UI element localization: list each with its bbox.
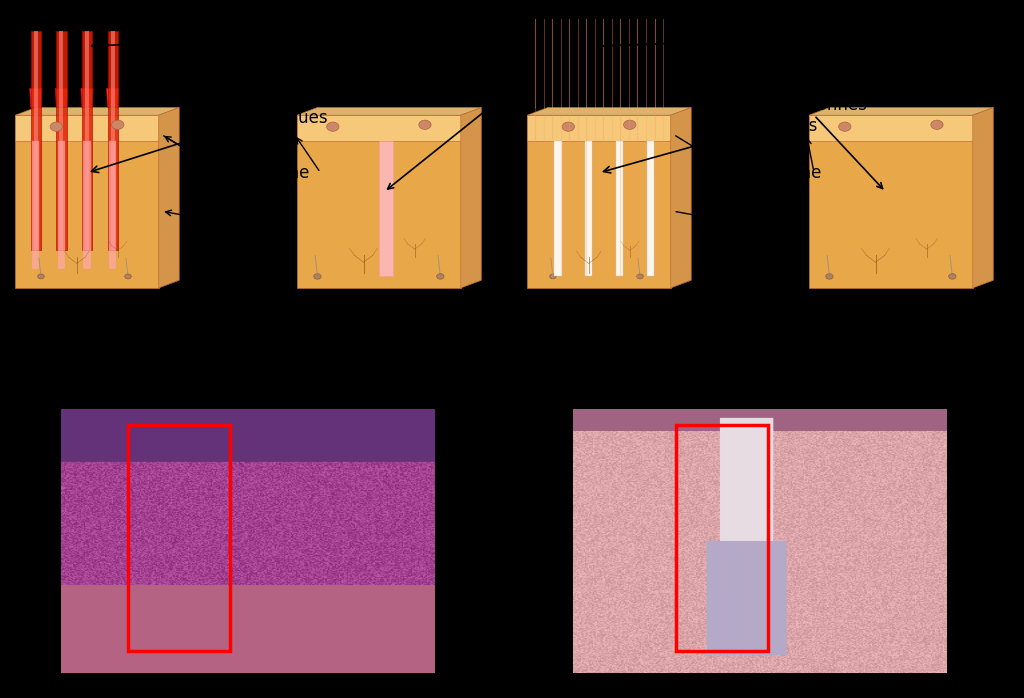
Circle shape [550,274,556,279]
FancyBboxPatch shape [85,31,89,249]
Text: Micro-colonnes
ablatives: Micro-colonnes ablatives [603,96,867,173]
Polygon shape [809,107,993,115]
FancyBboxPatch shape [32,141,39,269]
Circle shape [38,274,44,279]
Circle shape [112,120,124,129]
Circle shape [313,274,322,279]
Circle shape [125,274,131,279]
Polygon shape [527,107,691,115]
Text: Fractionnel Ablatif: Fractionnel Ablatif [681,680,855,697]
Circle shape [327,122,339,131]
Text: Epiderme: Epiderme [230,164,310,181]
FancyBboxPatch shape [34,31,38,249]
Polygon shape [159,107,179,288]
FancyBboxPatch shape [57,141,66,269]
Circle shape [50,122,62,131]
Text: Mécanisme d'action Non Ablatif: Mécanisme d'action Non Ablatif [96,318,416,335]
Text: Le tissu touché reste en place puis s’élimine en deux semaines: Le tissu touché reste en place puis s’él… [57,350,455,364]
Bar [128,424,230,651]
FancyBboxPatch shape [379,141,393,276]
Text: Derme: Derme [230,214,287,232]
Text: Fractionnel Non Ablatif: Fractionnel Non Ablatif [147,680,365,697]
Polygon shape [81,89,93,107]
Polygon shape [527,115,671,288]
Circle shape [436,274,444,279]
Text: Le tissu touché est immédiatement vaporisé: Le tissu touché est immédiatement vapori… [629,350,907,364]
FancyBboxPatch shape [109,141,117,269]
Circle shape [562,122,574,131]
FancyBboxPatch shape [616,141,623,276]
Polygon shape [671,107,691,288]
Polygon shape [15,107,179,115]
FancyBboxPatch shape [555,141,561,276]
Polygon shape [55,89,68,107]
Polygon shape [30,89,42,107]
Circle shape [948,274,956,279]
Text: Impacts laser: Impacts laser [604,29,854,49]
Polygon shape [809,115,973,141]
Circle shape [624,120,636,129]
FancyBboxPatch shape [82,31,92,249]
FancyBboxPatch shape [56,31,67,249]
Text: Impacts laser: Impacts laser [92,29,342,49]
Polygon shape [297,115,461,288]
Text: Derme: Derme [742,214,799,232]
Circle shape [825,274,834,279]
FancyBboxPatch shape [31,31,41,249]
Text: Mécanisme d'action Ablatif: Mécanisme d'action Ablatif [631,318,905,335]
Circle shape [419,120,431,129]
Circle shape [931,120,943,129]
FancyBboxPatch shape [108,31,118,249]
Polygon shape [973,107,993,288]
FancyBboxPatch shape [647,141,654,276]
Polygon shape [527,115,671,141]
FancyBboxPatch shape [84,141,91,269]
Polygon shape [15,115,159,288]
Polygon shape [461,107,481,288]
Polygon shape [809,115,973,288]
FancyBboxPatch shape [111,31,115,249]
Polygon shape [106,89,119,107]
Bar [676,424,768,651]
Circle shape [637,274,643,279]
Polygon shape [297,107,481,115]
Circle shape [839,122,851,131]
FancyBboxPatch shape [586,141,592,276]
Text: Micro-colonnes
nécrotiques: Micro-colonnes nécrotiques [91,88,355,172]
Polygon shape [15,115,159,141]
Polygon shape [297,115,461,141]
Text: Epiderme: Epiderme [742,164,822,181]
FancyBboxPatch shape [59,31,63,249]
